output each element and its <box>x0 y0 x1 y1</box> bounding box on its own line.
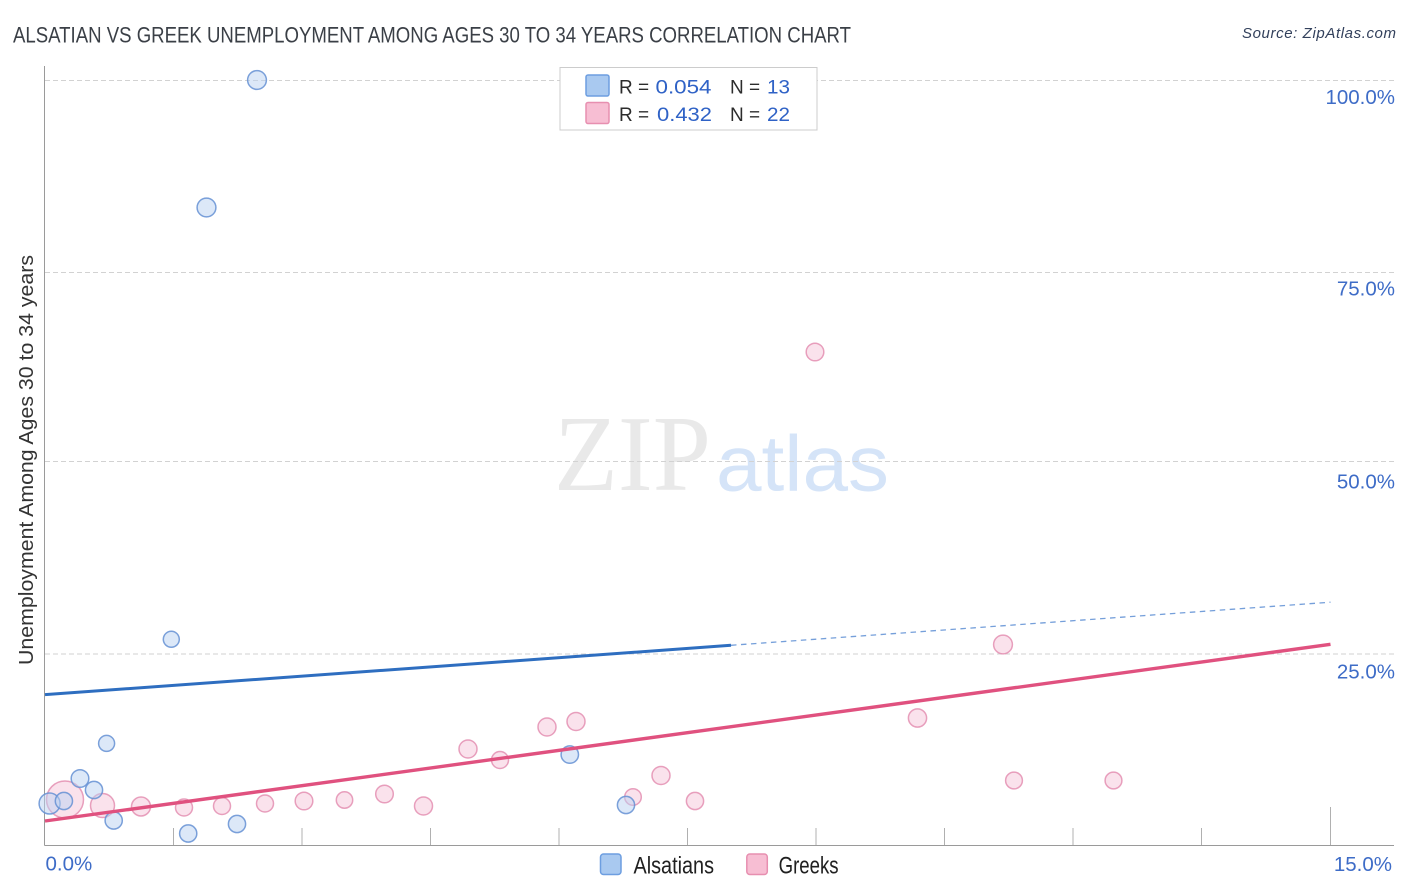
svg-text:100.0%: 100.0% <box>1325 86 1395 109</box>
svg-text:ZIP: ZIP <box>554 395 711 514</box>
svg-text:22: 22 <box>767 105 790 126</box>
svg-text:N =: N = <box>730 105 760 126</box>
svg-text:N =: N = <box>730 78 760 99</box>
svg-text:0.054: 0.054 <box>656 78 713 99</box>
svg-text:ALSATIAN VS GREEK UNEMPLOYMENT: ALSATIAN VS GREEK UNEMPLOYMENT AMONG AGE… <box>13 23 851 48</box>
svg-text:0.432: 0.432 <box>657 105 712 126</box>
svg-text:Greeks: Greeks <box>779 853 839 880</box>
svg-text:Alsatians: Alsatians <box>634 853 715 880</box>
svg-text:75.0%: 75.0% <box>1337 278 1395 301</box>
svg-text:25.0%: 25.0% <box>1337 661 1395 684</box>
svg-text:Source: ZipAtlas.com: Source: ZipAtlas.com <box>1242 25 1396 42</box>
svg-text:0.0%: 0.0% <box>46 853 93 876</box>
svg-text:13: 13 <box>767 78 790 99</box>
svg-text:15.0%: 15.0% <box>1334 853 1392 876</box>
svg-text:atlas: atlas <box>716 419 889 508</box>
svg-text:Unemployment Among Ages 30 to: Unemployment Among Ages 30 to 34 years <box>15 255 38 665</box>
svg-text:R =: R = <box>619 105 649 126</box>
svg-text:50.0%: 50.0% <box>1337 471 1395 494</box>
svg-text:R =: R = <box>619 78 649 99</box>
